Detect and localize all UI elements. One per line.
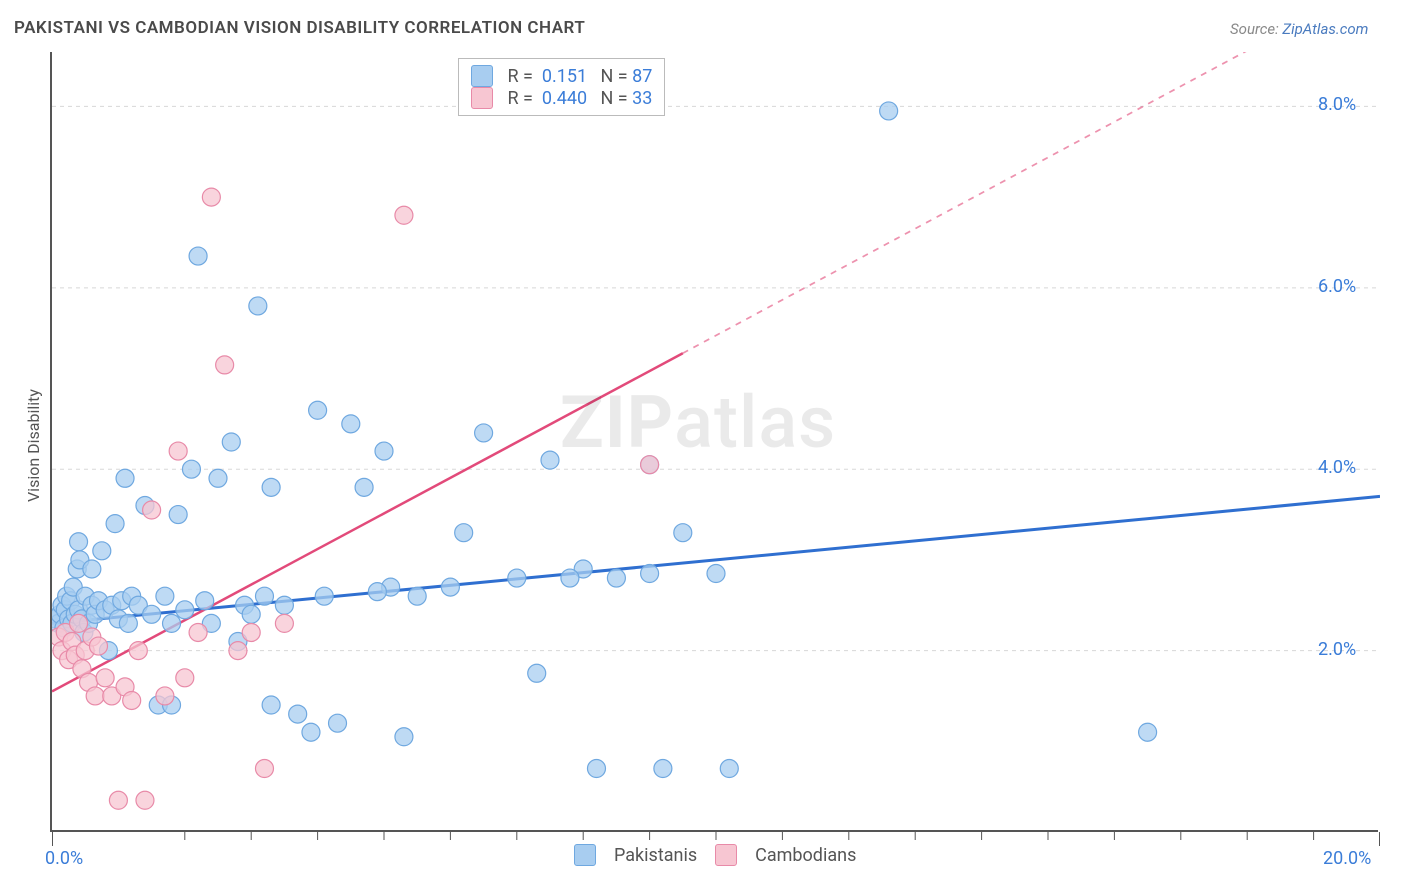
y-tick-label: 6.0% (1318, 276, 1356, 297)
scatter-plot-svg (52, 52, 1380, 852)
chart-title: PAKISTANI VS CAMBODIAN VISION DISABILITY… (14, 18, 585, 38)
stat-legend-row: R = 0.151 N = 87 (471, 65, 652, 87)
legend-label: Pakistanis (614, 845, 697, 866)
correlation-stats-legend: R = 0.151 N = 87 R = 0.440 N = 33 (458, 58, 665, 116)
series-legend: Pakistanis Cambodians (574, 844, 856, 866)
x-tick-label: 20.0% (1323, 848, 1371, 869)
plot-area (50, 52, 1378, 832)
stat-legend-row: R = 0.440 N = 33 (471, 87, 652, 109)
y-axis-label: Vision Disability (24, 389, 43, 502)
x-tick-label: 0.0% (45, 848, 83, 869)
y-tick-label: 8.0% (1318, 94, 1356, 115)
legend-swatch (715, 844, 737, 866)
y-tick-label: 4.0% (1318, 457, 1356, 478)
source-prefix: Source: (1230, 20, 1282, 38)
legend-swatch (471, 65, 493, 87)
legend-swatch (471, 87, 493, 109)
source-link[interactable]: ZipAtlas.com (1282, 20, 1368, 38)
legend-swatch (574, 844, 596, 866)
source-attribution: Source: ZipAtlas.com (1230, 20, 1368, 38)
y-tick-label: 2.0% (1318, 639, 1356, 660)
legend-label: Cambodians (755, 845, 856, 866)
